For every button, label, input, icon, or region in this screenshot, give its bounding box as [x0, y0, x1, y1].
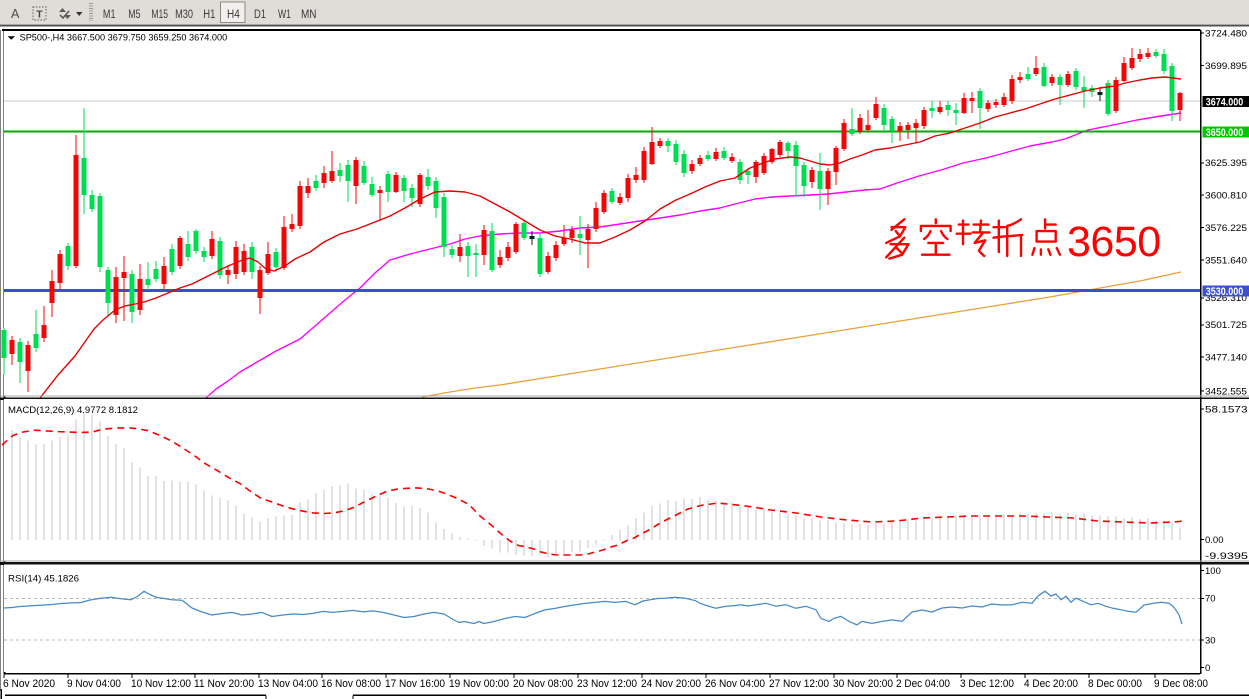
svg-text:30: 30	[1205, 635, 1216, 646]
svg-text:9 Dec 08:00: 9 Dec 08:00	[1154, 678, 1208, 690]
svg-text:D1: D1	[254, 7, 266, 21]
svg-text:MACD(12,26,9) 4.9772 8.1812: MACD(12,26,9) 4.9772 8.1812	[8, 405, 138, 415]
svg-text:24 Nov 20:00: 24 Nov 20:00	[641, 678, 701, 690]
svg-text:70: 70	[1205, 594, 1216, 605]
svg-text:3576.225: 3576.225	[1205, 223, 1247, 233]
svg-text:3530.000: 3530.000	[1206, 286, 1244, 298]
svg-text:3674.000: 3674.000	[1206, 96, 1244, 108]
svg-text:M1: M1	[103, 7, 116, 21]
svg-text:13 Nov 04:00: 13 Nov 04:00	[258, 678, 318, 690]
svg-text:3724.480: 3724.480	[1205, 29, 1247, 39]
svg-text:3551.640: 3551.640	[1205, 255, 1247, 265]
svg-text:3452.555: 3452.555	[1205, 386, 1247, 396]
svg-text:9 Nov 04:00: 9 Nov 04:00	[67, 678, 121, 690]
svg-text:3501.725: 3501.725	[1205, 320, 1247, 330]
svg-text:M15: M15	[151, 7, 168, 21]
svg-text:100: 100	[1205, 566, 1221, 577]
svg-text:19 Nov 00:00: 19 Nov 00:00	[449, 678, 509, 690]
svg-text:H4: H4	[227, 7, 240, 21]
svg-text:3477.140: 3477.140	[1205, 353, 1247, 363]
svg-text:3600.810: 3600.810	[1205, 191, 1247, 201]
svg-text:T: T	[36, 9, 43, 21]
svg-text:3625.395: 3625.395	[1205, 158, 1247, 168]
svg-text:3650.000: 3650.000	[1206, 127, 1244, 139]
svg-text:W1: W1	[278, 7, 291, 21]
svg-text:M30: M30	[175, 7, 193, 21]
svg-text:4 Dec 20:00: 4 Dec 20:00	[1024, 678, 1078, 690]
svg-text:A: A	[11, 7, 20, 21]
svg-text:58.1573: 58.1573	[1205, 404, 1248, 415]
svg-text:30 Nov 20:00: 30 Nov 20:00	[833, 678, 893, 690]
svg-text:8 Dec 00:00: 8 Dec 00:00	[1088, 678, 1142, 690]
svg-text:MN: MN	[301, 7, 317, 21]
svg-text:H1: H1	[203, 7, 215, 21]
svg-text:0: 0	[1205, 663, 1210, 674]
svg-text:3526.310: 3526.310	[1205, 293, 1247, 303]
svg-text:RSI(14) 45.1826: RSI(14) 45.1826	[8, 574, 79, 584]
svg-text:26 Nov 04:00: 26 Nov 04:00	[705, 678, 765, 690]
svg-text:10 Nov 12:00: 10 Nov 12:00	[131, 678, 191, 690]
svg-text:6 Nov 2020: 6 Nov 2020	[3, 678, 55, 690]
svg-text:20 Nov 08:00: 20 Nov 08:00	[513, 678, 573, 690]
svg-text:2 Dec 04:00: 2 Dec 04:00	[896, 678, 950, 690]
svg-text:3699.895: 3699.895	[1205, 61, 1247, 71]
svg-text:3650: 3650	[1067, 218, 1161, 266]
svg-text:SP500-,H4 3667.500 3679.750 3: SP500-,H4 3667.500 3679.750 3659.250 367…	[20, 32, 228, 43]
svg-text:0.00: 0.00	[1205, 535, 1224, 546]
svg-text:-9.9395: -9.9395	[1205, 551, 1248, 562]
svg-text:16 Nov 08:00: 16 Nov 08:00	[321, 678, 381, 690]
svg-text:3 Dec 12:00: 3 Dec 12:00	[960, 678, 1014, 690]
svg-text:27 Nov 12:00: 27 Nov 12:00	[769, 678, 829, 690]
svg-text:11 Nov 20:00: 11 Nov 20:00	[194, 678, 254, 690]
svg-text:23 Nov 12:00: 23 Nov 12:00	[577, 678, 637, 690]
svg-text:M5: M5	[128, 7, 140, 21]
svg-text:17 Nov 16:00: 17 Nov 16:00	[385, 678, 445, 690]
